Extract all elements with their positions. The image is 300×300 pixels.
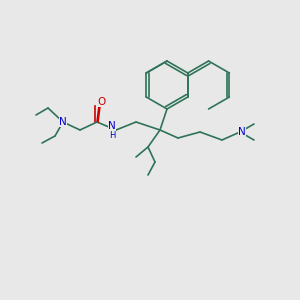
Text: N: N — [59, 117, 67, 127]
Text: H: H — [109, 130, 115, 140]
Text: N: N — [108, 121, 116, 131]
Text: O: O — [97, 97, 105, 107]
Text: N: N — [238, 127, 246, 137]
